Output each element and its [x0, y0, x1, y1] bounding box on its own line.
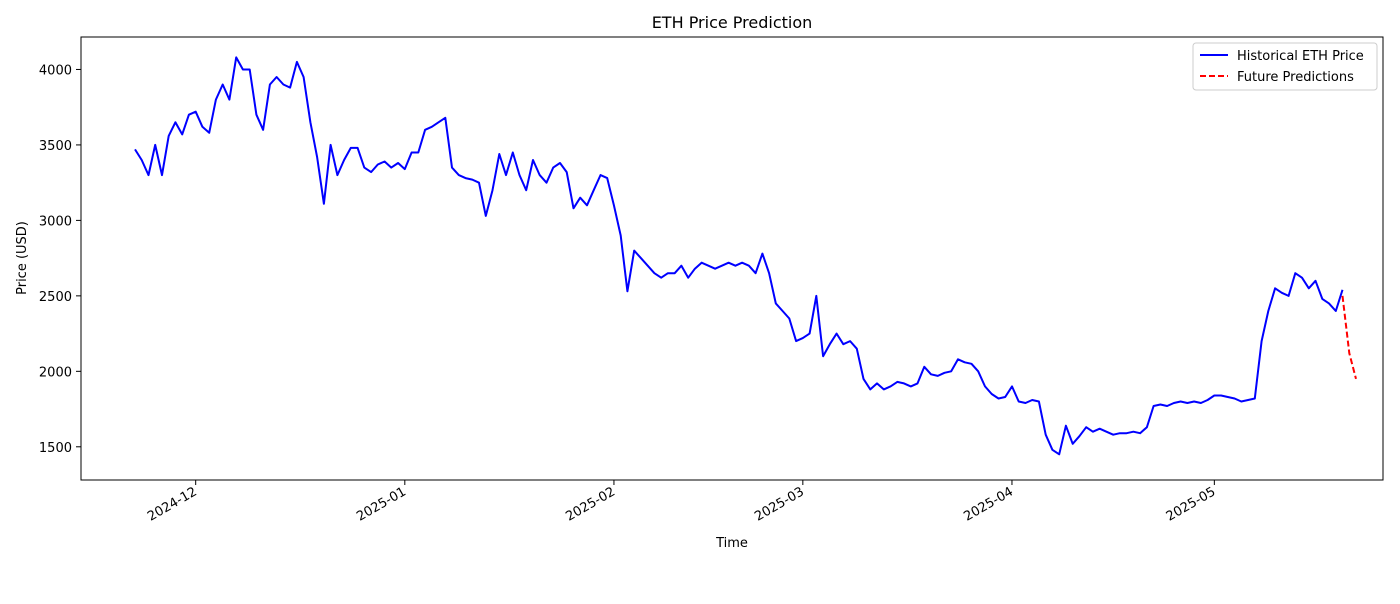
y-tick-label: 3000: [39, 214, 72, 229]
series-line-historical: [134, 56, 1344, 456]
x-tick-label: 2025-03: [752, 484, 807, 524]
plot-area-frame: [80, 36, 1384, 481]
series-line-predictions: [1341, 295, 1357, 380]
x-axis-label: Time: [715, 536, 748, 551]
y-tick-label: 2000: [39, 365, 72, 380]
legend: Historical ETH Price Future Predictions: [1192, 42, 1378, 91]
x-tick-label: 2025-02: [563, 484, 618, 524]
y-tick-label: 3500: [39, 139, 72, 154]
y-axis: 1500 2000 2500 3000 3500 4000: [39, 63, 81, 456]
chart-title: ETH Price Prediction: [652, 13, 813, 32]
x-axis: 2024-12 2025-01 2025-02 2025-03 2025-04 2025-…: [145, 480, 1218, 525]
series-group: [134, 56, 1357, 456]
legend-label-historical: Historical ETH Price: [1237, 49, 1364, 64]
x-tick-label: 2025-04: [961, 484, 1016, 524]
y-tick-label: 2500: [39, 290, 72, 305]
legend-label-predictions: Future Predictions: [1237, 70, 1354, 85]
y-tick-label: 1500: [39, 441, 72, 456]
x-tick-label: 2025-01: [354, 484, 409, 524]
y-tick-label: 4000: [39, 63, 72, 78]
legend-box: [1192, 42, 1378, 91]
y-axis-label: Price (USD): [15, 221, 30, 295]
x-tick-label: 2024-12: [145, 484, 200, 524]
x-tick-label: 2025-05: [1164, 484, 1219, 524]
